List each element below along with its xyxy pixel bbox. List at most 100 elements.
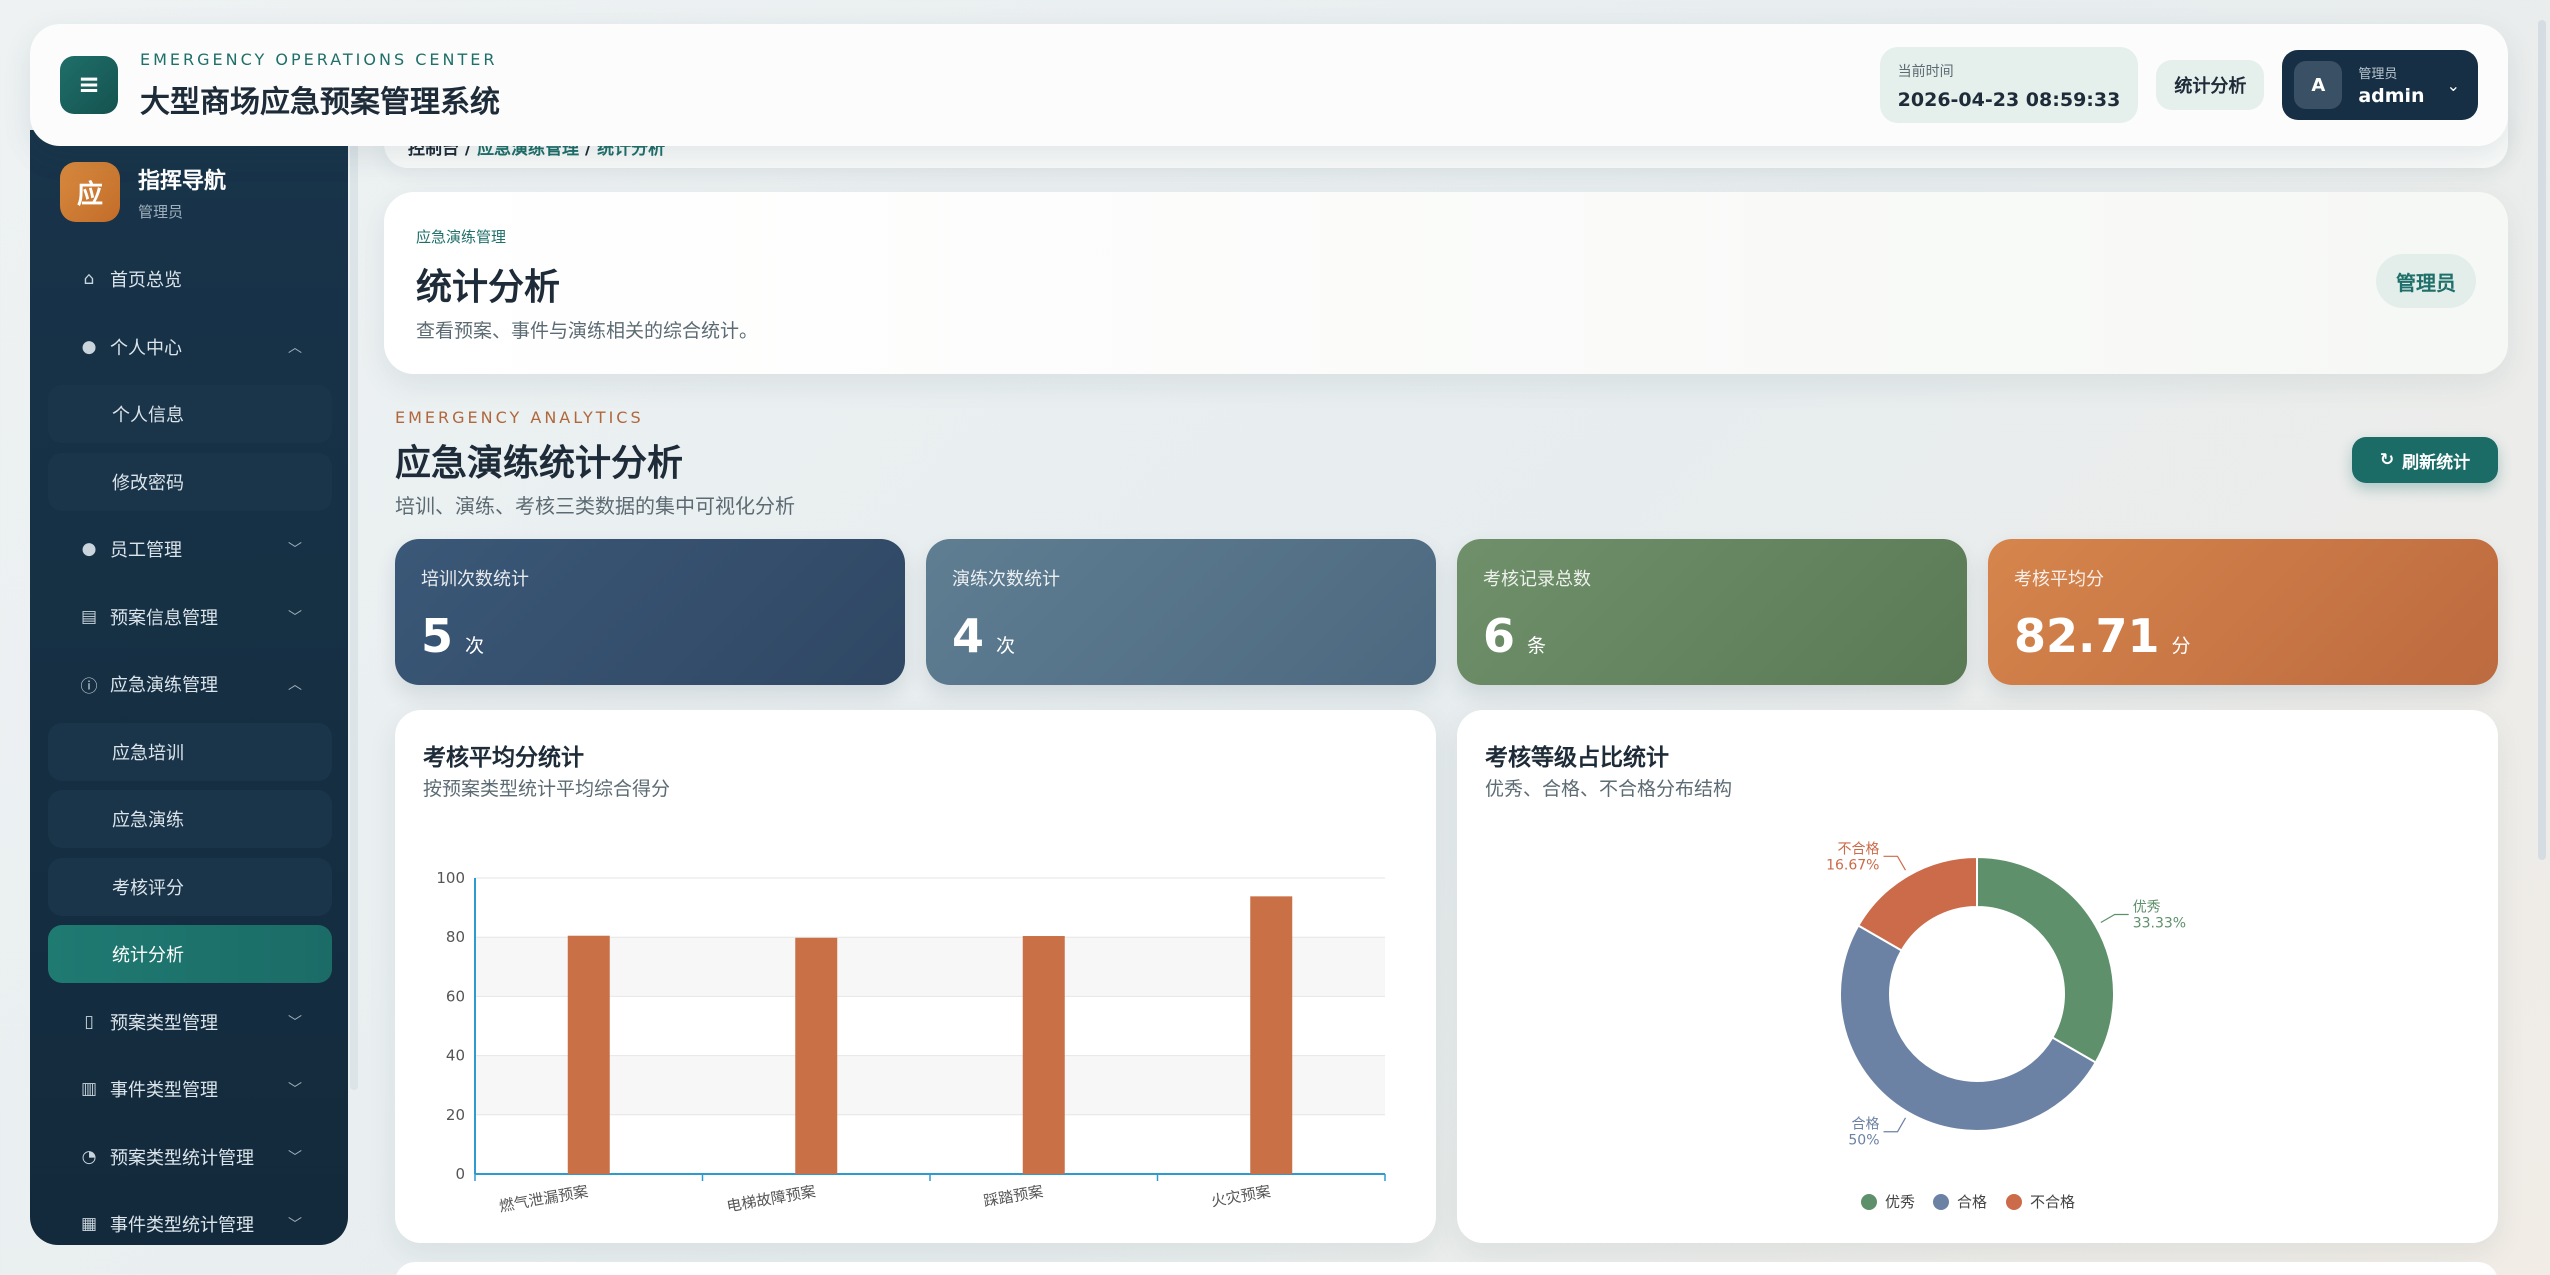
sidebar-item-label: 应急演练 <box>112 810 184 831</box>
menu-toggle-button[interactable]: ≡ <box>60 56 118 114</box>
document-icon: ▤ <box>80 606 98 627</box>
app-title: 大型商场应急预案管理系统 <box>140 84 500 120</box>
sidebar-item-label: 修改密码 <box>112 472 184 494</box>
breadcrumb-separator: / <box>464 139 472 159</box>
donut-slice <box>1856 855 1978 952</box>
y-tick-label: 60 <box>446 987 465 1005</box>
sidebar-item-label: 个人信息 <box>112 405 184 426</box>
sidebar-item[interactable]: ● 员工管理 ﹀ <box>48 520 332 578</box>
page-title: 统计分析 <box>416 267 561 308</box>
sidebar-title: 指挥导航 <box>138 168 227 194</box>
alert-icon: ⓘ <box>80 676 98 697</box>
stat-unit: 次 <box>996 635 1016 657</box>
current-time-box: 当前时间 2026-04-23 08:59:33 <box>1879 47 2139 123</box>
bar-chart: 0 20 40 60 80 100 燃气泄漏预案 电梯故障预案 踩踏预案 火灾预案 <box>436 869 1386 1216</box>
slice-label: 合格 <box>1852 1117 1880 1133</box>
slice-label: 不合格 <box>1837 841 1879 857</box>
sidebar-item[interactable]: 考核评分 <box>48 857 332 916</box>
slice-label: 优秀 <box>2133 899 2161 915</box>
sidebar-item[interactable]: ▥ 事件类型管理 ﹀ <box>48 1060 332 1118</box>
sidebar-item-label: 预案类型管理 <box>110 1012 218 1034</box>
user-name: admin <box>2358 85 2425 107</box>
slice-value-label: 50% <box>1848 1133 1879 1149</box>
sidebar-item[interactable]: 统计分析 <box>48 925 332 983</box>
sidebar-item[interactable]: ⌂ 首页总览 <box>48 250 332 308</box>
sidebar-item-label: 考核评分 <box>112 877 184 899</box>
home-icon: ⌂ <box>83 269 95 289</box>
sidebar-item[interactable]: 应急培训 <box>48 722 332 781</box>
sidebar-item[interactable]: 应急演练 <box>48 790 332 848</box>
chevron-down-icon: ﹀ <box>288 1082 302 1098</box>
stat-unit: 条 <box>1527 635 1547 657</box>
stat-label: 考核平均分 <box>2014 569 2104 590</box>
page-header-card: 应急演练管理 统计分析 查看预案、事件与演练相关的综合统计。 管理员 <box>384 192 2508 374</box>
chevron-down-icon: ﹀ <box>288 1217 302 1233</box>
x-tick-label: 踩踏预案 <box>982 1182 1044 1210</box>
sidebar-item-label: 应急演练管理 <box>110 675 218 696</box>
legend-label: 优秀 <box>1885 1193 1915 1211</box>
bar-chart-card: 0 20 40 60 80 100 燃气泄漏预案 电梯故障预案 踩踏预案 火灾预案 考核平均分统计… <box>395 710 1436 1243</box>
stat-label: 培训次数统计 <box>421 569 529 590</box>
sidebar-item-label: 应急培训 <box>112 742 184 764</box>
y-tick-label: 40 <box>446 1047 465 1065</box>
chart-title: 考核等级占比统计 <box>1485 745 1669 771</box>
sidebar-item[interactable]: ▤ 预案信息管理 ﹀ <box>48 588 332 646</box>
time-value: 2026-04-23 08:59:33 <box>1897 89 2121 111</box>
pie-icon: ◔ <box>81 1146 97 1167</box>
slice-value-label: 33.33% <box>2133 915 2186 931</box>
section-subtitle: EMERGENCY ANALYTICS <box>395 408 644 427</box>
user-menu[interactable]: A 管理员 admin ⌄ <box>2282 50 2478 120</box>
bar <box>795 937 838 1174</box>
sidebar-item-label: 统计分析 <box>112 945 184 966</box>
chevron-down-icon: ﹀ <box>288 609 302 626</box>
avatar: A <box>2294 61 2343 109</box>
chart-title: 考核平均分统计 <box>423 745 584 771</box>
chevron-down-icon: ﹀ <box>288 1149 302 1166</box>
label-leader <box>1883 855 1907 871</box>
stat-value: 5 <box>421 609 454 663</box>
chevron-down-icon: ⌄ <box>2446 75 2460 95</box>
sidebar-role: 管理员 <box>138 202 184 221</box>
stat-label: 演练次数统计 <box>952 569 1060 590</box>
sidebar-item[interactable]: ▯ 预案类型管理 ﹀ <box>48 993 332 1051</box>
sidebar-scrollbar[interactable] <box>350 140 358 1090</box>
refresh-label: 刷新统计 <box>2402 452 2471 473</box>
menu-icon: ≡ <box>78 70 100 100</box>
user-icon: ● <box>81 539 97 559</box>
stat-label: 考核记录总数 <box>1483 569 1591 590</box>
stat-unit: 次 <box>465 635 485 657</box>
grid-band <box>475 1055 1385 1115</box>
bar <box>567 935 610 1174</box>
chart-icon: ▦ <box>80 1214 98 1234</box>
breadcrumb-separator: / <box>584 139 592 159</box>
sidebar-item[interactable]: ▦ 事件类型统计管理 ﹀ <box>48 1195 332 1245</box>
sidebar-item[interactable]: ⓘ 应急演练管理 ︿ <box>48 655 332 713</box>
main-scrollbar[interactable] <box>2538 20 2546 860</box>
sidebar: 应 指挥导航 管理员 ⌂ 首页总览 ● 个人中心 ︿ 个人信息 修改密码 ● 员工管理 ﹀ ▤ 预案信… <box>30 130 348 1245</box>
sidebar-item[interactable]: ● 个人中心 ︿ <box>48 318 332 376</box>
stat-value: 82.71 <box>2014 609 2160 663</box>
sidebar-item[interactable]: 个人信息 <box>48 385 332 443</box>
next-card-peek <box>395 1262 2498 1275</box>
section-title: 应急演练统计分析 <box>395 443 684 484</box>
refresh-stats-button[interactable]: ↻ 刷新统计 <box>2352 437 2498 483</box>
sidebar-item[interactable]: ◔ 预案类型统计管理 ﹀ <box>48 1128 332 1186</box>
user-role: 管理员 <box>2358 67 2398 82</box>
brand: EMERGENCY OPERATIONS CENTER 大型商场应急预案管理系统 <box>140 50 500 121</box>
user-icon: ● <box>81 336 97 357</box>
legend-marker <box>1861 1194 1877 1210</box>
chevron-down-icon: ﹀ <box>288 542 302 558</box>
sidebar-item-label: 事件类型统计管理 <box>110 1215 254 1236</box>
sidebar-item-label: 首页总览 <box>110 270 182 291</box>
bookmark-icon: ▯ <box>84 1011 94 1032</box>
current-page-chip: 统计分析 <box>2156 60 2265 110</box>
section-description: 培训、演练、考核三类数据的集中可视化分析 <box>395 494 795 518</box>
sidebar-item[interactable]: 修改密码 <box>48 452 332 511</box>
sidebar-item-label: 事件类型管理 <box>110 1080 218 1101</box>
y-tick-label: 20 <box>446 1106 465 1124</box>
grid-band <box>475 937 1385 997</box>
